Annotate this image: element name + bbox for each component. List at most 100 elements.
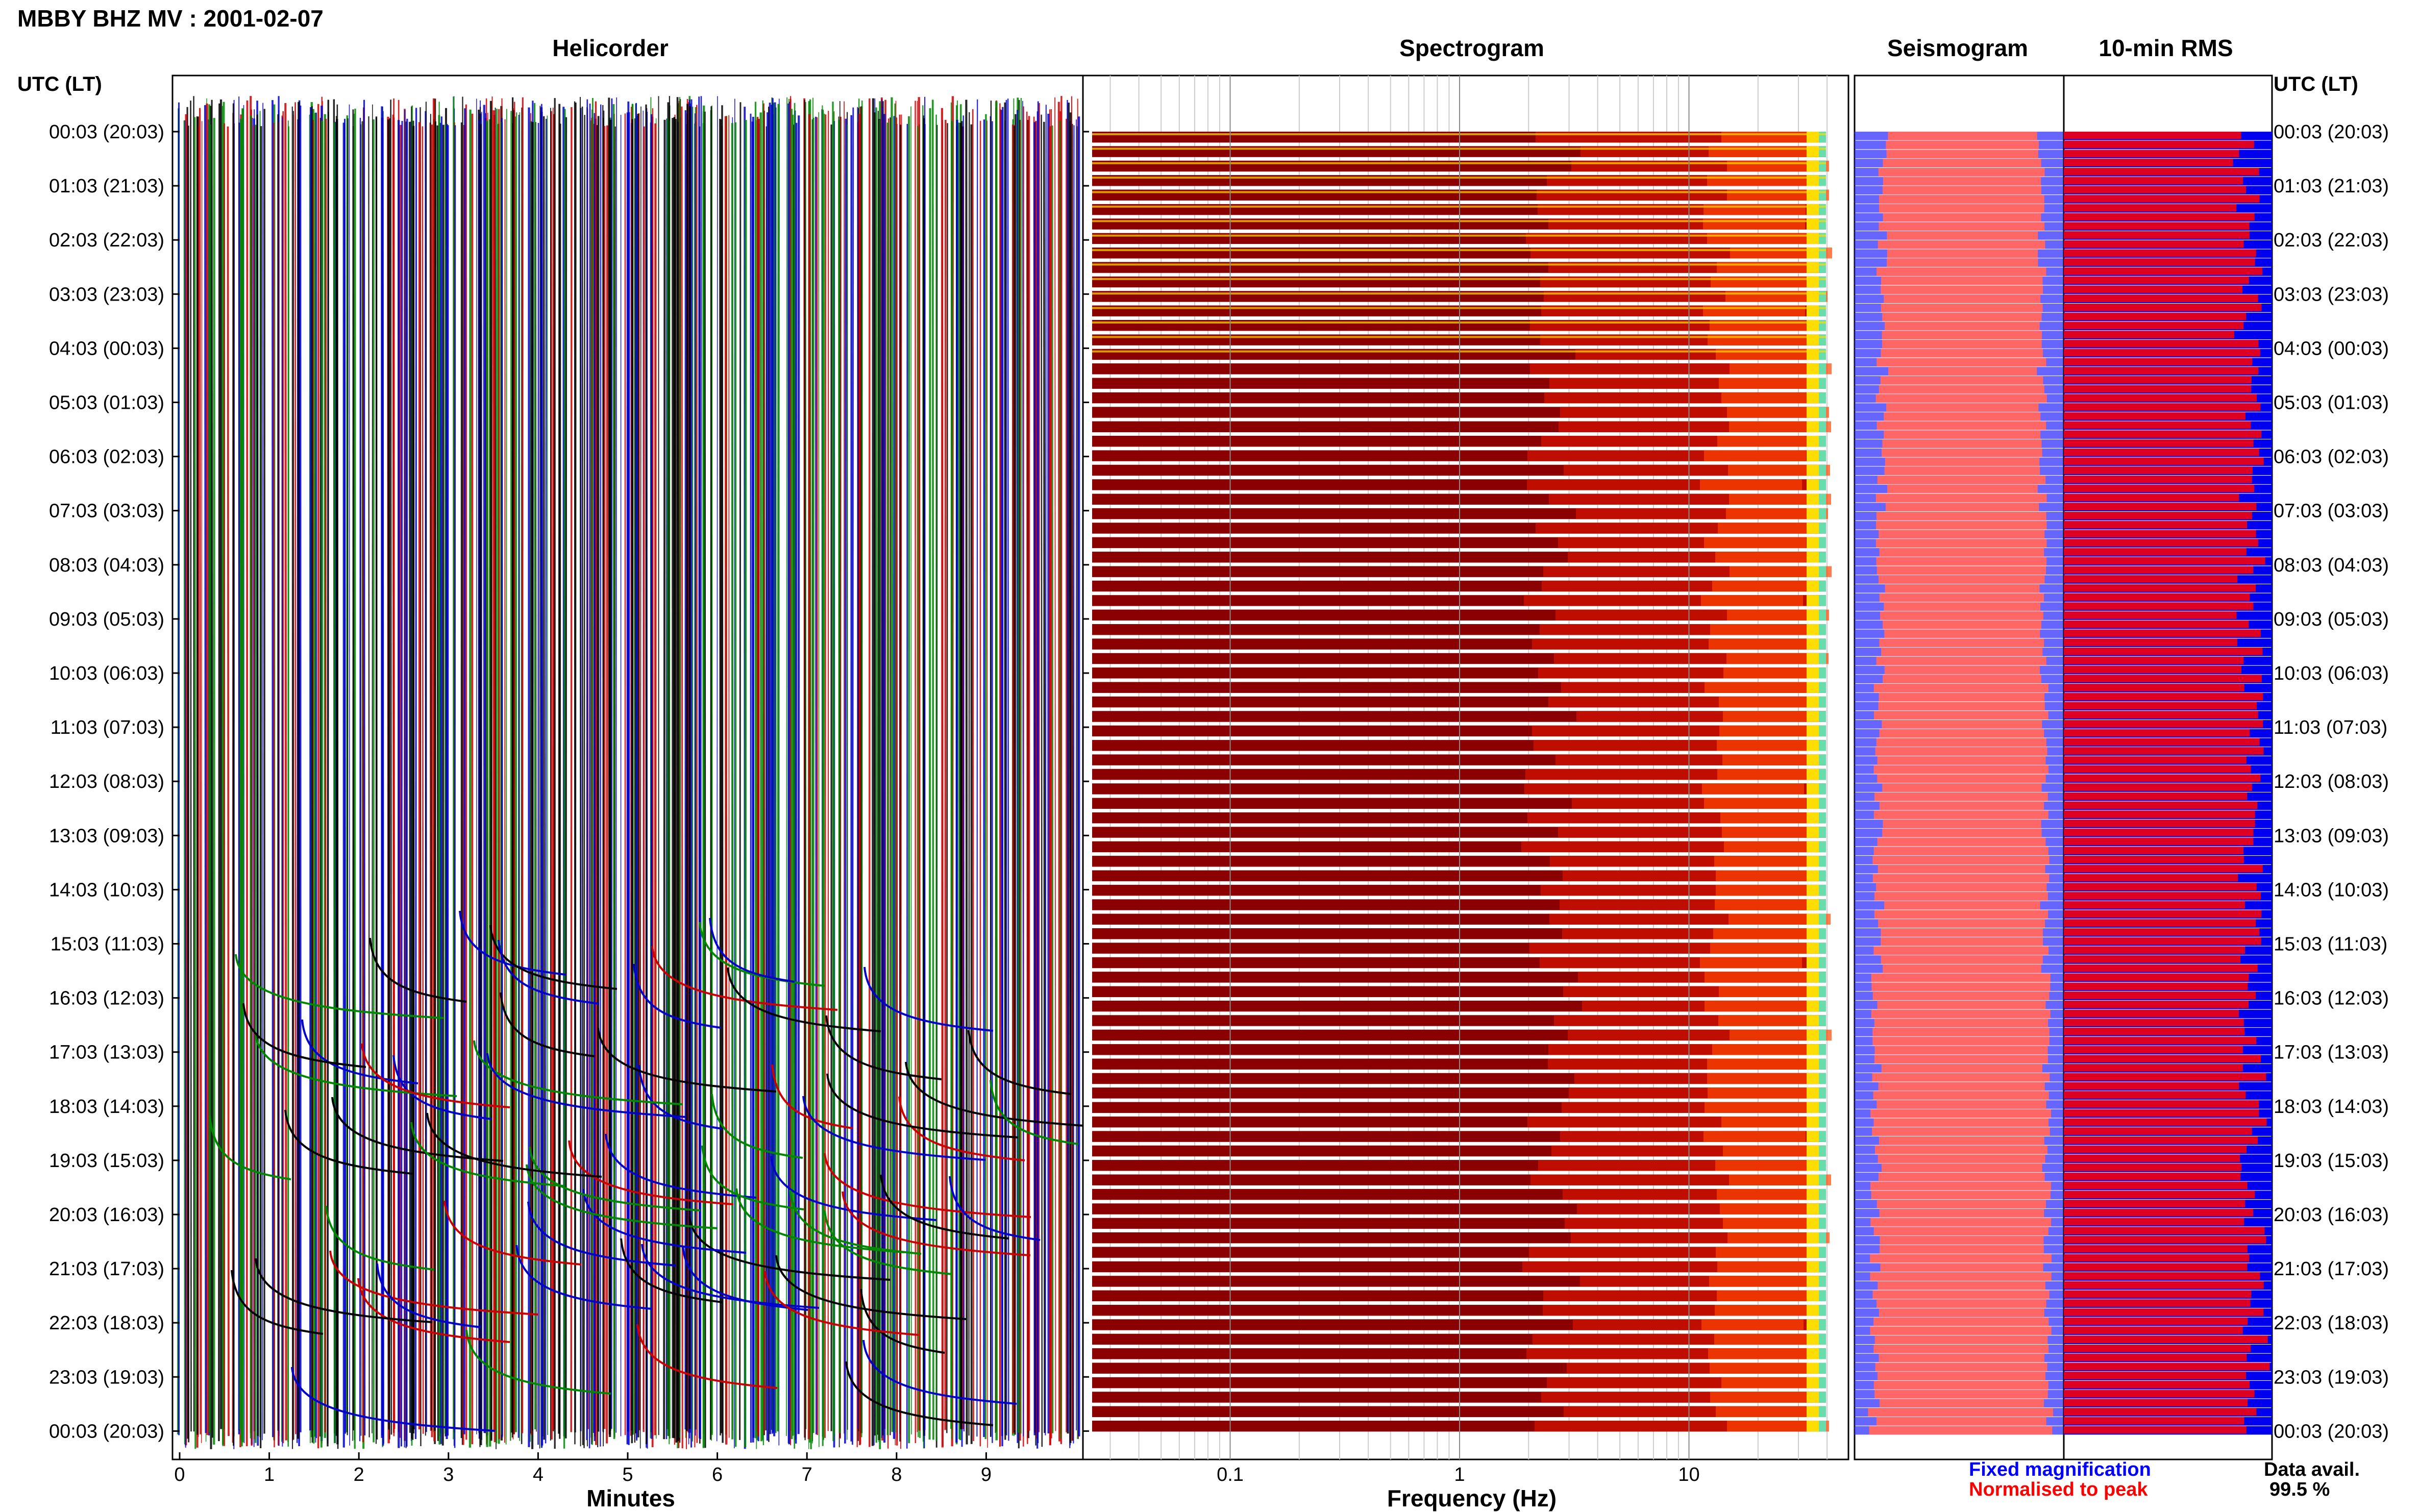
helicorder-trace — [510, 111, 512, 1441]
helicorder-trace — [463, 108, 466, 1434]
seismogram-normalised-bar — [1873, 847, 2048, 856]
rms-normalised-bar — [2064, 177, 2243, 185]
seismogram-normalised-bar — [1877, 1000, 2046, 1009]
spectrogram-band-peak — [1717, 1188, 1819, 1200]
seismogram-normalised-bar — [1875, 747, 2047, 756]
rms-normalised-bar — [2064, 692, 2263, 701]
helicorder-tick-label: 7 — [802, 1464, 812, 1485]
rms-normalised-bar — [2064, 385, 2251, 393]
time-row-labels: 00:03 (20:03) 00:03 (20:03) 01:03 (21:03) 0… — [49, 121, 2389, 1442]
spectrogram-band-edge — [1807, 1348, 1819, 1359]
spectrogram-band-edge — [1807, 740, 1819, 751]
rms-normalised-bar — [2064, 928, 2260, 936]
seismogram-normalised-bar — [1882, 340, 2042, 349]
time-row-label-left: 23:03 (19:03) — [49, 1367, 164, 1388]
rms-normalised-bar — [2064, 258, 2255, 266]
spectrogram-band-edge-outer — [1819, 1247, 1826, 1258]
seismogram-normalised-bar — [1884, 466, 2040, 475]
spectrogram-band-peak — [1716, 884, 1818, 896]
helicorder-trace — [852, 107, 854, 1445]
seismogram-normalised-bar — [1870, 1326, 2052, 1335]
seismogram-normalised-bar — [1873, 1091, 2049, 1100]
rms-normalised-bar — [2064, 1181, 2248, 1189]
spectrogram-band-peak — [1717, 1290, 1819, 1301]
seismogram-normalised-bar — [1872, 1028, 2050, 1036]
helicorder-trace — [844, 118, 847, 1444]
seismogram-normalised-bar — [1888, 132, 2037, 140]
spectrogram-band-edge-outer — [1819, 1015, 1826, 1026]
helicorder-trace — [814, 116, 818, 1434]
seismogram-normalised-bar — [1878, 702, 2045, 711]
spectrogram-band-edge — [1807, 1188, 1819, 1200]
seismogram-normalised-bar — [1879, 1136, 2044, 1145]
time-row-label-left: 17:03 (13:03) — [49, 1042, 164, 1063]
rms-normalised-bar — [2064, 1317, 2248, 1325]
rms-normalised-bar — [2064, 684, 2244, 691]
spectrogram-band-edge — [1807, 972, 1819, 983]
rms-normalised-bar — [2064, 1326, 2243, 1334]
helicorder-trace — [645, 104, 648, 1445]
rms-normalised-bar — [2064, 1082, 2239, 1090]
helicorder-event-trace — [376, 1263, 481, 1328]
helicorder-event-trace — [949, 1176, 1041, 1241]
helicorder-trace — [677, 121, 679, 1443]
spectrogram-band-edge — [1807, 1203, 1819, 1214]
seismogram-normalised-bar — [1877, 358, 2046, 367]
helicorder-trace — [823, 113, 825, 1440]
rms-normalised-bar — [2064, 204, 2237, 212]
spectrogram-band-edge — [1807, 464, 1819, 476]
rms-normalised-bar — [2064, 1263, 2248, 1271]
helicorder-trace — [256, 114, 259, 1436]
spectrogram-band-edge — [1807, 943, 1819, 954]
spectrogram-band-peak — [1700, 479, 1802, 490]
helicorder-trace — [336, 116, 337, 1435]
seismogram-normalised-bar — [1884, 665, 2040, 675]
seismogram-normalised-bar — [1879, 222, 2045, 231]
helicorder-trace — [698, 96, 700, 1439]
rms-normalised-bar — [2064, 910, 2262, 918]
spectrogram-band-peak — [1730, 566, 1832, 577]
spectrogram-band-edge-outer — [1819, 957, 1826, 969]
spectrogram-band-peak — [1719, 986, 1821, 997]
spectrogram-band-peak — [1721, 1377, 1823, 1389]
seismogram-normalised-bar — [1873, 684, 2048, 692]
helicorder-event-trace — [688, 1216, 891, 1281]
seismogram-normalised-bar — [1872, 992, 2050, 1000]
seismogram-normalised-bar — [1879, 195, 2044, 204]
spectrogram-band-edge-outer — [1819, 609, 1826, 621]
seismogram-normalised-bar — [1879, 801, 2044, 810]
seismogram-normalised-bar — [1881, 648, 2043, 656]
helicorder-trace — [719, 118, 721, 1436]
seismogram-normalised-bar — [1880, 1236, 2044, 1245]
rms-normalised-bar — [2064, 249, 2256, 257]
spectrogram-band-peak — [1710, 1362, 1812, 1374]
rms-normalised-bar — [2064, 774, 2261, 782]
rms-normalised-bar — [2064, 611, 2237, 619]
spectrogram-band-peak — [1717, 740, 1819, 751]
helicorder-event-trace — [357, 1278, 510, 1343]
seismogram-normalised-bar — [1886, 403, 2039, 412]
rms-normalised-bar — [2064, 195, 2260, 203]
spectrogram-band-peak — [1729, 421, 1831, 432]
seismogram-normalised-bar — [1878, 864, 2045, 874]
rms-normalised-bar — [2064, 285, 2243, 293]
spectrogram-band-peak — [1712, 580, 1814, 592]
spectrogram-band-edge-outer — [1819, 1000, 1826, 1012]
helicorder-trace — [986, 120, 988, 1448]
data-avail-label: Data avail. — [2264, 1459, 2360, 1480]
seismogram-title: Seismogram — [1887, 35, 2028, 61]
helicorder-event-trace — [862, 1340, 1017, 1405]
helicorder-event-trace — [802, 1096, 986, 1161]
helicorder-trace — [187, 126, 190, 1443]
spectrogram-band-edge-outer — [1819, 1290, 1826, 1301]
time-row-label-right: 04:03 (00:03) — [2274, 338, 2389, 359]
spectrogram-band-edge — [1807, 667, 1819, 679]
spectrogram-band-edge-outer — [1819, 378, 1826, 389]
seismogram-normalised-bar — [1876, 557, 2046, 566]
rms-normalised-bar — [2064, 512, 2252, 519]
rms-normalised-bar — [2064, 1208, 2253, 1217]
rms-normalised-bar — [2064, 132, 2241, 139]
helicorder-event-trace — [699, 922, 825, 987]
time-row-label-right: 00:03 (20:03) — [2274, 1421, 2389, 1442]
seismogram-normalised-bar — [1884, 430, 2041, 439]
